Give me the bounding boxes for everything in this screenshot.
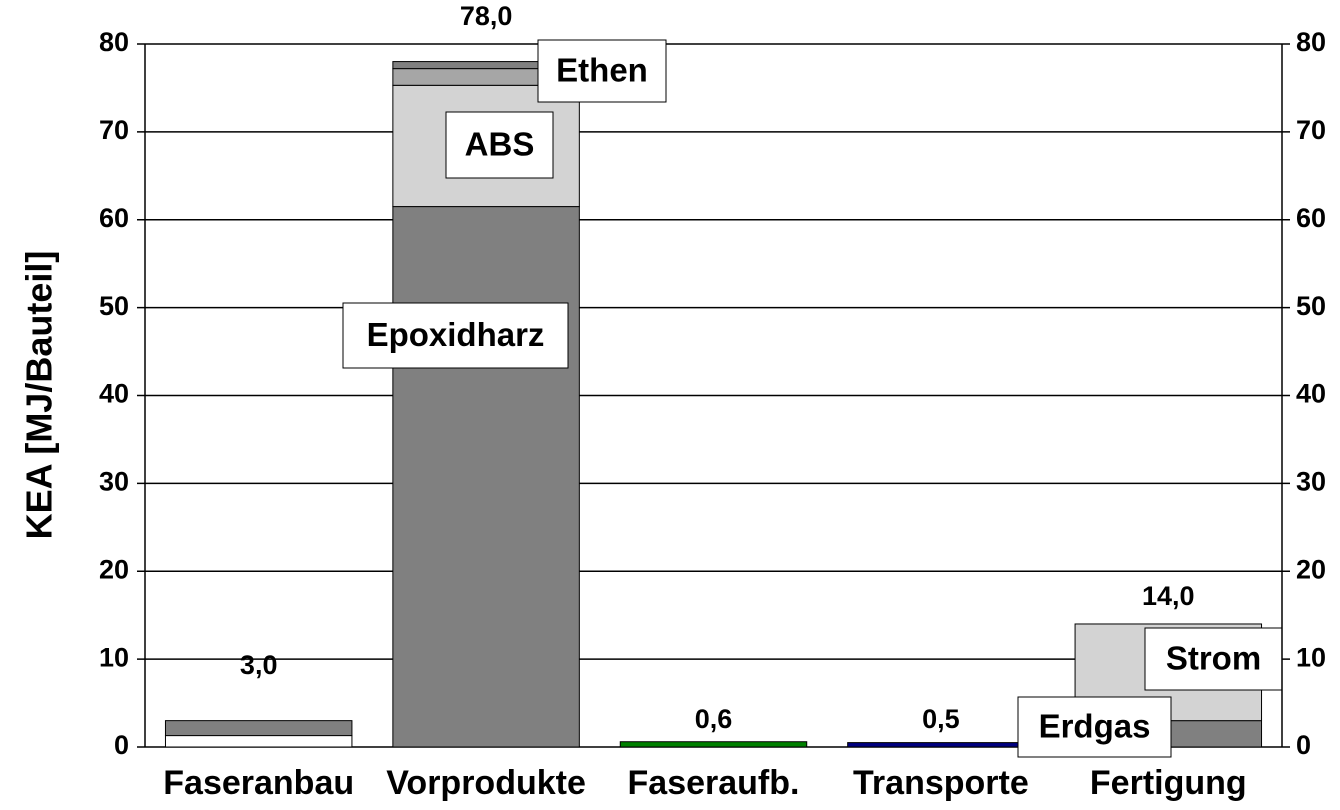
total-label: 3,0: [240, 650, 278, 680]
y-tick-label: 80: [99, 27, 129, 57]
y2-tick-label: 80: [1296, 27, 1326, 57]
annotation: Ethen: [556, 52, 648, 89]
annotation-box: [445, 111, 554, 179]
y-axis-label: KEA [MJ/Bauteil]: [19, 251, 60, 540]
annotation: ABS: [465, 126, 535, 163]
bar-segment: [392, 206, 580, 748]
x-tick-label: Faseranbau: [163, 764, 354, 802]
y-tick-label: 70: [99, 115, 129, 145]
y-tick-label: 20: [99, 554, 129, 584]
total-label: 78,0: [460, 1, 513, 31]
total-label: 0,6: [695, 704, 733, 734]
y2-tick-label: 60: [1296, 203, 1326, 233]
annotation: Epoxidharz: [367, 316, 545, 353]
annotation-box: [537, 39, 667, 103]
annotation-box: [1144, 627, 1283, 691]
y2-tick-label: 30: [1296, 467, 1326, 497]
x-tick-label: Vorprodukte: [386, 764, 586, 802]
bar-segment: [164, 735, 353, 748]
annotation-box: [1017, 696, 1172, 758]
total-label: 0,5: [922, 704, 960, 734]
annotation: Erdgas: [1039, 708, 1151, 745]
bar-segment: [164, 720, 353, 737]
y-tick-label: 10: [99, 642, 129, 672]
y2-tick-label: 10: [1296, 642, 1326, 672]
x-tick-label: Faseraufb.: [628, 764, 800, 802]
y-tick-label: 40: [99, 379, 129, 409]
y2-tick-label: 50: [1296, 291, 1326, 321]
y2-tick-label: 0: [1296, 730, 1311, 760]
y2-tick-label: 70: [1296, 115, 1326, 145]
y2-tick-label: 20: [1296, 554, 1326, 584]
total-label: 14,0: [1142, 581, 1195, 611]
x-tick-label: Fertigung: [1090, 764, 1247, 802]
y-tick-label: 50: [99, 291, 129, 321]
annotation-box: [342, 302, 569, 369]
bar-segment: [847, 742, 1035, 748]
annotation: Strom: [1166, 640, 1261, 677]
x-tick-label: Transporte: [853, 764, 1029, 802]
y-tick-label: 60: [99, 203, 129, 233]
y-tick-label: 30: [99, 467, 129, 497]
bar-segment: [619, 741, 808, 748]
y2-tick-label: 40: [1296, 379, 1326, 409]
y-tick-label: 0: [114, 730, 129, 760]
